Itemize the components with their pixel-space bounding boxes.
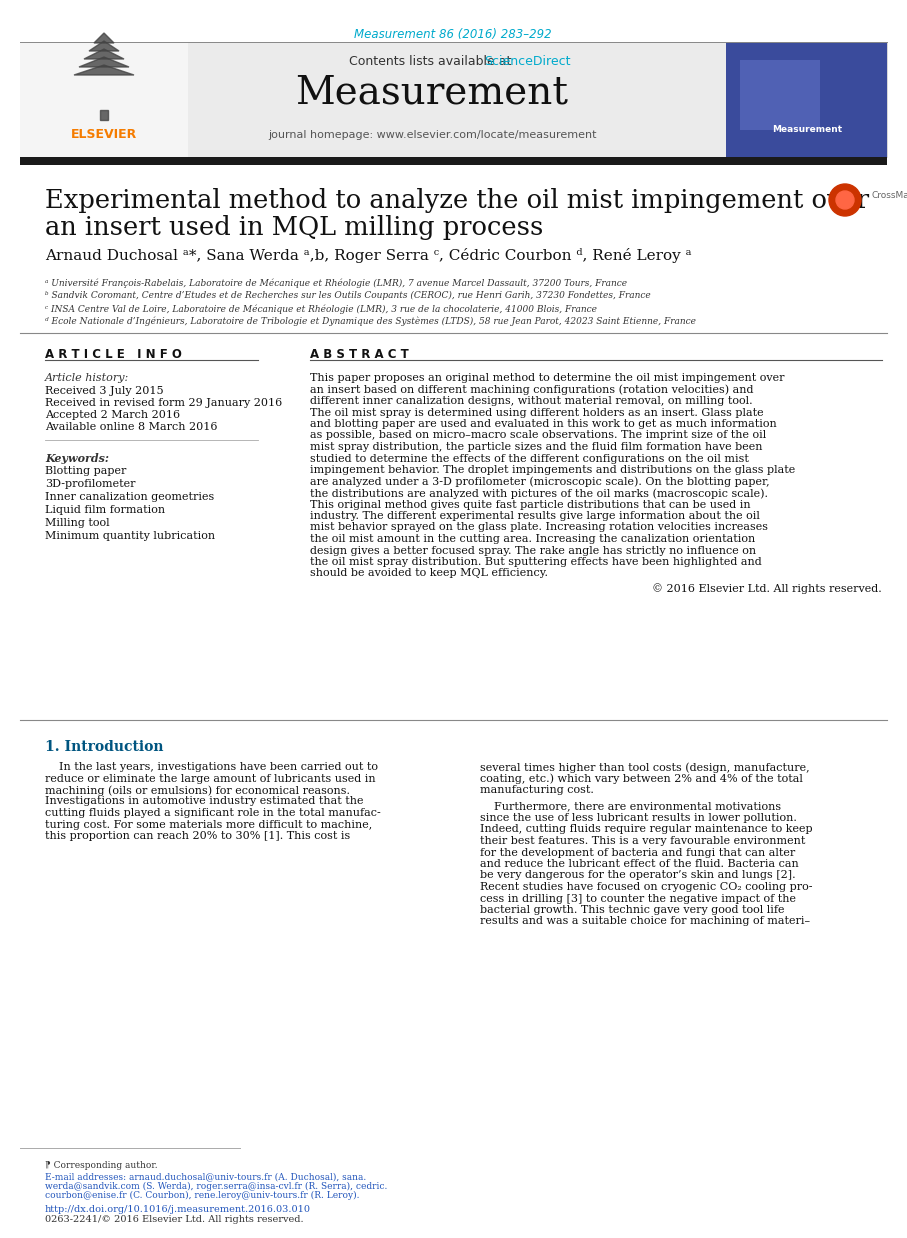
Circle shape [829,184,861,215]
Text: Keywords:: Keywords: [45,453,109,464]
Text: be very dangerous for the operator’s skin and lungs [2].: be very dangerous for the operator’s ski… [480,870,795,880]
Text: 0263-2241/© 2016 Elsevier Ltd. All rights reserved.: 0263-2241/© 2016 Elsevier Ltd. All right… [45,1216,304,1224]
Text: 3D-profilometer: 3D-profilometer [45,479,135,489]
Text: mist spray distribution, the particle sizes and the fluid film formation have be: mist spray distribution, the particle si… [310,442,763,452]
Circle shape [836,191,854,209]
Text: industry. The different experimental results give large information about the oi: industry. The different experimental res… [310,511,760,521]
Text: cess in drilling [3] to counter the negative impact of the: cess in drilling [3] to counter the nega… [480,894,796,904]
Text: Contents lists available at: Contents lists available at [349,54,515,68]
Text: cutting fluids played a significant role in the total manufac-: cutting fluids played a significant role… [45,808,381,818]
Text: Article history:: Article history: [45,373,130,383]
Text: ⁋ Corresponding author.: ⁋ Corresponding author. [45,1161,158,1170]
Text: coating, etc.) which vary between 2% and 4% of the total: coating, etc.) which vary between 2% and… [480,774,803,784]
Polygon shape [100,110,108,120]
Text: design gives a better focused spray. The rake angle has strictly no influence on: design gives a better focused spray. The… [310,546,756,556]
Polygon shape [79,57,129,67]
Text: ELSEVIER: ELSEVIER [71,128,137,141]
Text: an insert based on different machining configurations (rotation velocities) and: an insert based on different machining c… [310,385,754,395]
Text: Minimum quantity lubrication: Minimum quantity lubrication [45,531,215,541]
Text: Liquid film formation: Liquid film formation [45,505,165,515]
Bar [20,157,887,165]
Text: manufacturing cost.: manufacturing cost. [480,785,594,795]
Bar [726,42,887,157]
Text: courbon@enise.fr (C. Courbon), rene.leroy@univ-tours.fr (R. Leroy).: courbon@enise.fr (C. Courbon), rene.lero… [45,1191,359,1200]
Text: several times higher than tool costs (design, manufacture,: several times higher than tool costs (de… [480,763,810,773]
Polygon shape [94,33,114,43]
Text: reduce or eliminate the large amount of lubricants used in: reduce or eliminate the large amount of … [45,774,375,784]
Text: Investigations in automotive industry estimated that the: Investigations in automotive industry es… [45,796,364,806]
Text: Inner canalization geometries: Inner canalization geometries [45,491,214,501]
Text: Milling tool: Milling tool [45,517,110,527]
Text: ᵃ Université François-Rabelais, Laboratoire de Mécanique et Rhéologie (LMR), 7 a: ᵃ Université François-Rabelais, Laborato… [45,279,627,287]
Text: ᵈ Ecole Nationale d’Ingénieurs, Laboratoire de Tribologie et Dynamique des Systè: ᵈ Ecole Nationale d’Ingénieurs, Laborato… [45,317,696,327]
Text: studied to determine the effects of the different configurations on the oil mist: studied to determine the effects of the … [310,453,749,463]
Text: bacterial growth. This technic gave very good tool life: bacterial growth. This technic gave very… [480,905,785,915]
Text: http://dx.doi.org/10.1016/j.measurement.2016.03.010: http://dx.doi.org/10.1016/j.measurement.… [45,1205,311,1213]
Polygon shape [84,50,124,59]
Bar [20,42,887,157]
Text: A R T I C L E   I N F O: A R T I C L E I N F O [45,348,182,361]
Text: this proportion can reach 20% to 30% [1]. This cost is: this proportion can reach 20% to 30% [1]… [45,831,350,841]
Text: journal homepage: www.elsevier.com/locate/measurement: journal homepage: www.elsevier.com/locat… [268,130,596,140]
Text: Measurement: Measurement [772,125,842,134]
Text: since the use of less lubricant results in lower pollution.: since the use of less lubricant results … [480,813,797,823]
Bar [740,59,820,130]
Text: results and was a suitable choice for machining of materi–: results and was a suitable choice for ma… [480,916,810,926]
Text: Blotting paper: Blotting paper [45,465,126,475]
Text: Furthermore, there are environmental motivations: Furthermore, there are environmental mot… [480,801,781,811]
Text: machining (oils or emulsions) for economical reasons.: machining (oils or emulsions) for econom… [45,785,350,796]
Text: the oil mist spray distribution. But sputtering effects have been highlighted an: the oil mist spray distribution. But spu… [310,557,762,567]
Text: should be avoided to keep MQL efficiency.: should be avoided to keep MQL efficiency… [310,568,548,578]
Text: This original method gives quite fast particle distributions that can be used in: This original method gives quite fast pa… [310,499,751,510]
Text: In the last years, investigations have been carried out to: In the last years, investigations have b… [45,763,378,773]
Text: for the development of bacteria and fungi that can alter: for the development of bacteria and fung… [480,848,795,858]
Text: an insert used in MQL milling process: an insert used in MQL milling process [45,215,543,240]
Text: their best features. This is a very favourable environment: their best features. This is a very favo… [480,836,805,846]
Text: E-mail addresses: arnaud.duchosal@univ-tours.fr (A. Duchosal), sana.: E-mail addresses: arnaud.duchosal@univ-t… [45,1172,366,1181]
Text: mist behavior sprayed on the glass plate. Increasing rotation velocities increas: mist behavior sprayed on the glass plate… [310,522,768,532]
Text: ᶜ INSA Centre Val de Loire, Laboratoire de Mécanique et Rhéologie (LMR), 3 rue d: ᶜ INSA Centre Val de Loire, Laboratoire … [45,305,597,313]
Text: turing cost. For some materials more difficult to machine,: turing cost. For some materials more dif… [45,820,372,829]
Polygon shape [89,41,119,51]
Text: ScienceDirect: ScienceDirect [484,54,571,68]
Text: as possible, based on micro–macro scale observations. The imprint size of the oi: as possible, based on micro–macro scale … [310,431,766,441]
Text: werda@sandvik.com (S. Werda), roger.serra@insa-cvl.fr (R. Serra), cedric.: werda@sandvik.com (S. Werda), roger.serr… [45,1181,387,1191]
Text: Measurement 86 (2016) 283–292: Measurement 86 (2016) 283–292 [355,28,551,41]
Text: Received in revised form 29 January 2016: Received in revised form 29 January 2016 [45,397,282,409]
Text: and reduce the lubricant effect of the fluid. Bacteria can: and reduce the lubricant effect of the f… [480,859,799,869]
Text: 1. Introduction: 1. Introduction [45,740,163,754]
Polygon shape [74,66,134,76]
Text: This paper proposes an original method to determine the oil mist impingement ove: This paper proposes an original method t… [310,373,785,383]
Text: © 2016 Elsevier Ltd. All rights reserved.: © 2016 Elsevier Ltd. All rights reserved… [652,583,882,594]
Text: are analyzed under a 3-D profilometer (microscopic scale). On the blotting paper: are analyzed under a 3-D profilometer (m… [310,477,770,487]
Text: Arnaud Duchosal ᵃ*, Sana Werda ᵃ,b, Roger Serra ᶜ, Cédric Courbon ᵈ, René Leroy : Arnaud Duchosal ᵃ*, Sana Werda ᵃ,b, Roge… [45,248,692,262]
Text: different inner canalization designs, without material removal, on milling tool.: different inner canalization designs, wi… [310,396,753,406]
Text: the oil mist amount in the cutting area. Increasing the canalization orientation: the oil mist amount in the cutting area.… [310,534,756,543]
Text: Accepted 2 March 2016: Accepted 2 March 2016 [45,410,180,420]
Text: and blotting paper are used and evaluated in this work to get as much informatio: and blotting paper are used and evaluate… [310,418,776,430]
Text: Experimental method to analyze the oil mist impingement over: Experimental method to analyze the oil m… [45,188,869,213]
Text: Available online 8 March 2016: Available online 8 March 2016 [45,422,218,432]
Text: Recent studies have focused on cryogenic CO₂ cooling pro-: Recent studies have focused on cryogenic… [480,881,813,893]
Text: Indeed, cutting fluids require regular maintenance to keep: Indeed, cutting fluids require regular m… [480,825,813,834]
Text: impingement behavior. The droplet impingements and distributions on the glass pl: impingement behavior. The droplet imping… [310,465,795,475]
Text: the distributions are analyzed with pictures of the oil marks (macroscopic scale: the distributions are analyzed with pict… [310,488,768,499]
Text: Measurement: Measurement [296,76,569,111]
Text: The oil mist spray is determined using different holders as an insert. Glass pla: The oil mist spray is determined using d… [310,407,764,417]
Text: A B S T R A C T: A B S T R A C T [310,348,409,361]
Text: Received 3 July 2015: Received 3 July 2015 [45,386,163,396]
Bar [20,42,188,157]
Text: CrossMark: CrossMark [872,192,907,201]
Text: ᵇ Sandvik Coromant, Centre d’Etudes et de Recherches sur les Outils Coupants (CE: ᵇ Sandvik Coromant, Centre d’Etudes et d… [45,291,650,300]
